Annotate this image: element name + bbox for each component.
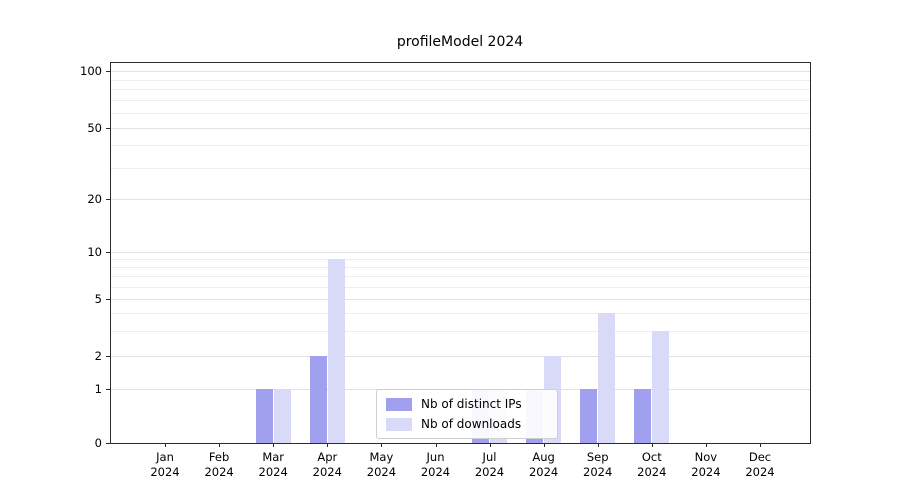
y-tick-label-5: 5 [94, 292, 102, 306]
y-tick-mark-50 [106, 127, 110, 129]
x-tick-mark-mar [273, 443, 275, 447]
gridline-60 [110, 113, 810, 114]
x-tick-label-apr: Apr 2024 [312, 450, 342, 479]
y-tick-mark-20 [106, 199, 110, 201]
bar-mar-distinct-ips [255, 388, 273, 443]
y-tick-label-1: 1 [94, 381, 102, 396]
y-tick-label-10: 10 [87, 245, 102, 260]
y-tick-mark-1 [106, 388, 110, 390]
x-tick-mark-dec [760, 443, 761, 447]
y-tick-label-0: 0 [94, 436, 102, 450]
x-tick-label-dec: Dec 2024 [745, 450, 775, 479]
gridline-40 [110, 145, 810, 147]
x-tick-mark-apr [327, 443, 329, 447]
legend-entry-distinct-ips: Nb of distinct IPs [386, 397, 548, 411]
x-tick-label-nov: Nov 2024 [691, 450, 721, 479]
x-tick-mark-sep [597, 443, 599, 447]
bar-apr-distinct-ips [309, 356, 327, 443]
bar-mar-downloads [273, 388, 291, 443]
legend-swatch-downloads [386, 417, 412, 431]
x-tick-mark-feb [219, 443, 221, 447]
x-tick-mark-oct [651, 443, 653, 447]
y-tick-label-20: 20 [87, 192, 102, 207]
y-tick-mark-10 [106, 252, 110, 254]
y-tick-mark-5 [106, 299, 110, 300]
bar-sep-downloads [598, 312, 616, 443]
gridline-7 [110, 276, 810, 278]
x-tick-mark-nov [705, 443, 707, 447]
legend-label-distinct-ips: Nb of distinct IPs [421, 397, 522, 411]
gridline-30 [110, 167, 810, 169]
gridline-70 [110, 100, 810, 102]
gridline-20 [110, 199, 810, 201]
gridline-8 [110, 267, 810, 269]
bar-apr-downloads [327, 259, 345, 443]
y-tick-label-100: 100 [80, 64, 102, 79]
gridline-80 [110, 89, 810, 91]
gridline-5 [110, 299, 810, 300]
x-tick-label-mar: Mar 2024 [258, 450, 288, 479]
bar-sep-distinct-ips [580, 388, 598, 443]
y-tick-mark-0 [106, 443, 110, 444]
legend-entry-downloads: Nb of downloads [386, 417, 548, 431]
y-tick-mark-2 [106, 356, 110, 358]
gridline-10 [110, 252, 810, 254]
y-tick-label-2: 2 [94, 349, 102, 364]
gridline-6 [110, 286, 810, 288]
chart-title: profileModel 2024 [396, 34, 524, 50]
gridline-90 [110, 79, 810, 81]
x-tick-mark-jun [435, 443, 437, 447]
x-tick-label-jun: Jun 2024 [420, 450, 451, 479]
x-tick-mark-jan [165, 443, 166, 447]
x-tick-label-jan: Jan 2024 [150, 450, 180, 479]
legend-swatch-distinct-ips [386, 397, 412, 411]
gridline-2 [110, 356, 810, 358]
x-tick-label-oct: Oct 2024 [637, 450, 667, 479]
gridline-9 [110, 259, 810, 261]
x-tick-label-may: May 2024 [366, 450, 397, 479]
bar-oct-distinct-ips [634, 388, 652, 443]
x-tick-label-feb: Feb 2024 [204, 450, 234, 479]
x-tick-label-sep: Sep 2024 [583, 450, 613, 479]
gridline-100 [110, 71, 810, 73]
x-tick-mark-jul [489, 443, 491, 447]
x-tick-mark-may [381, 443, 383, 447]
x-tick-mark-aug [543, 443, 545, 447]
gridline-50 [110, 127, 810, 129]
gridline-4 [110, 312, 810, 314]
legend-label-downloads: Nb of downloads [421, 417, 522, 431]
bar-oct-downloads [652, 330, 670, 443]
x-tick-label-aug: Aug 2024 [528, 450, 559, 479]
y-tick-label-50: 50 [87, 120, 102, 135]
gridline-3 [110, 330, 810, 332]
legend: Nb of distinct IPs Nb of downloads [376, 389, 558, 439]
x-tick-label-jul: Jul 2024 [474, 450, 505, 479]
y-tick-mark-100 [106, 71, 110, 73]
